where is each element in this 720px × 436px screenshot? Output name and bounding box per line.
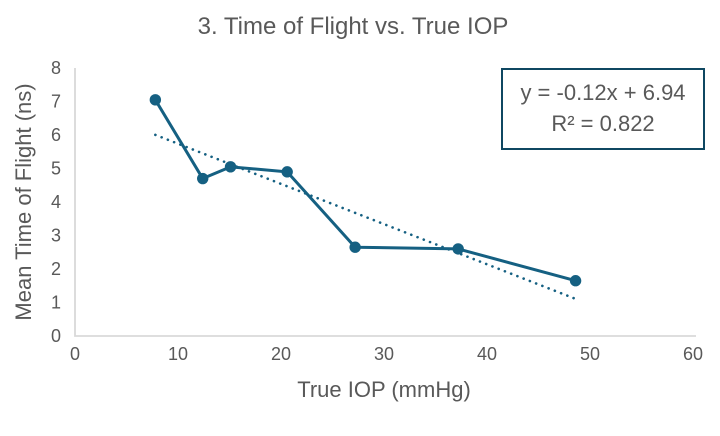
- trendline: [154, 133, 577, 301]
- x-axis-title: True IOP (mmHg): [297, 377, 471, 402]
- y-tick-label: 3: [51, 226, 61, 246]
- x-tick-label: 60: [683, 344, 703, 364]
- data-point-marker: [349, 241, 361, 253]
- x-tick-label: 20: [271, 344, 291, 364]
- data-point-marker: [452, 243, 464, 255]
- x-tick-label: 30: [374, 344, 394, 364]
- y-tick-label: 7: [51, 92, 61, 112]
- y-tick-label: 1: [51, 293, 61, 313]
- x-tick-label: 10: [168, 344, 188, 364]
- data-point-marker: [224, 161, 237, 173]
- trendline-equation: y = -0.12x + 6.94: [520, 80, 686, 106]
- x-tick-label: 50: [580, 344, 600, 364]
- axis-lines: [74, 68, 696, 337]
- y-axis-title: Mean Time of Flight (ns): [11, 83, 36, 321]
- x-tick-label: 0: [70, 344, 80, 364]
- trendline-equation-box: y = -0.12x + 6.94 R² = 0.822: [501, 68, 705, 150]
- y-tick-label: 4: [51, 192, 61, 212]
- chart-title: 3. Time of Flight vs. True IOP: [197, 13, 509, 40]
- y-tick-label: 0: [51, 326, 61, 346]
- data-point-marker: [569, 275, 582, 287]
- y-tick-label: 2: [51, 259, 61, 279]
- y-tick-label: 6: [51, 125, 61, 145]
- data-point-marker: [281, 166, 293, 178]
- y-tick-label: 5: [51, 159, 61, 179]
- data-point-marker: [149, 94, 162, 106]
- data-point-marker: [197, 172, 209, 185]
- x-tick-label: 40: [477, 344, 497, 364]
- r-squared-value: R² = 0.822: [551, 111, 655, 136]
- y-tick-label: 8: [51, 58, 61, 78]
